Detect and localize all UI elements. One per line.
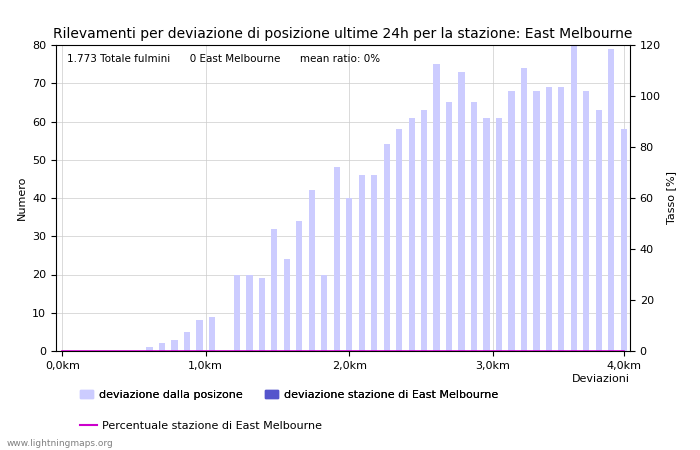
Bar [246,274,253,351]
Bar [234,274,240,351]
Bar [396,129,402,351]
Y-axis label: Numero: Numero [17,176,27,220]
Bar [197,320,202,351]
Bar [533,91,540,351]
Bar [334,167,340,351]
Bar [421,110,427,351]
Bar [458,72,465,351]
Bar [346,198,352,351]
Text: 1.773 Totale fulmini      0 East Melbourne      mean ratio: 0%: 1.773 Totale fulmini 0 East Melbourne me… [67,54,381,64]
Bar [184,332,190,351]
Bar [558,87,564,351]
Bar [384,144,390,351]
Bar [484,117,489,351]
Bar [409,117,414,351]
Bar [271,229,277,351]
Y-axis label: Tasso [%]: Tasso [%] [666,171,676,225]
Bar [172,339,178,351]
Bar [209,317,215,351]
Legend: deviazione dalla posizone, deviazione stazione di East Melbourne: deviazione dalla posizone, deviazione st… [76,385,503,404]
Bar [146,347,153,351]
Legend: Percentuale stazione di East Melbourne: Percentuale stazione di East Melbourne [76,417,327,436]
Bar [259,278,265,351]
Bar [596,110,602,351]
Text: Deviazioni: Deviazioni [572,374,630,383]
Bar [621,129,627,351]
Bar [496,117,502,351]
Bar [309,190,315,351]
Bar [546,87,552,351]
Bar [608,49,615,351]
Text: www.lightningmaps.org: www.lightningmaps.org [7,439,113,448]
Bar [583,91,589,351]
Bar [521,68,527,351]
Bar [296,221,302,351]
Bar [371,175,377,351]
Bar [570,45,577,351]
Title: Rilevamenti per deviazione di posizione ultime 24h per la stazione: East Melbour: Rilevamenti per deviazione di posizione … [53,27,633,41]
Bar [508,91,514,351]
Bar [446,103,452,351]
Bar [358,175,365,351]
Bar [159,343,165,351]
Bar [471,103,477,351]
Bar [321,274,328,351]
Bar [433,64,440,351]
Bar [284,259,290,351]
